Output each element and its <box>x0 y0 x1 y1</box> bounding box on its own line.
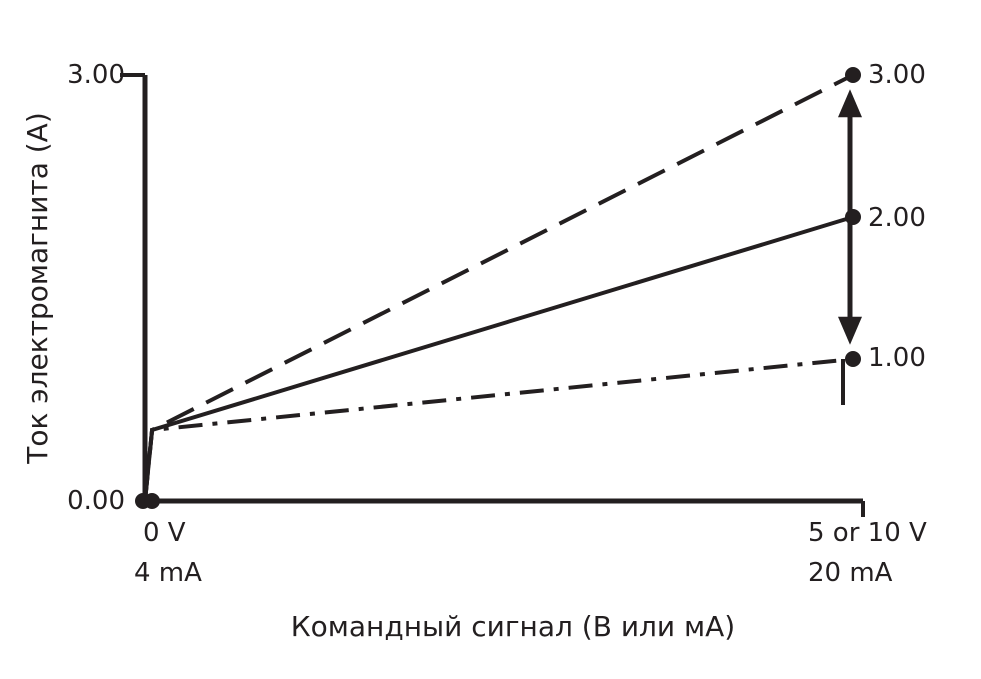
x-tick-label-1-line1: 5 or 10 V <box>808 518 927 548</box>
plot-area <box>120 67 865 517</box>
x-axis-title: Командный сигнал (В или мА) <box>291 610 735 643</box>
x-tick-label-0-line1: 0 V <box>143 518 186 548</box>
end-marker-3.00 <box>845 67 861 83</box>
end-label-3: 3.00 <box>868 60 926 90</box>
x-tick-label-0-line2: 4 mA <box>134 558 202 588</box>
end-marker-2.00 <box>845 209 861 225</box>
y-tick-label-top: 3.00 <box>67 60 125 90</box>
y-tick-label-bottom: 0.00 <box>67 486 125 516</box>
series-line-dashdot <box>143 357 854 502</box>
y-axis-title: Ток электромагнита (A) <box>21 112 54 465</box>
end-marker-1.00 <box>845 351 861 367</box>
end-label-2: 2.00 <box>868 203 926 233</box>
series-line-dashed <box>143 73 854 502</box>
origin-marker <box>144 493 160 509</box>
adjust-arrow-up-head <box>838 89 862 118</box>
x-tick-label-1-line2: 20 mA <box>808 558 893 588</box>
adjust-arrow-down-head <box>838 316 862 345</box>
end-label-1: 1.00 <box>868 343 926 373</box>
series-line-solid <box>143 215 854 502</box>
